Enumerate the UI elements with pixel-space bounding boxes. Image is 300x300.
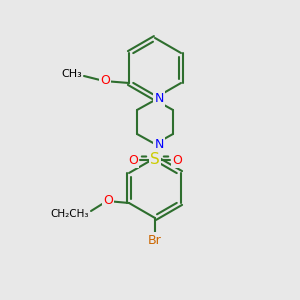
Text: CH₃: CH₃ [61,69,82,79]
Text: CH₂CH₃: CH₂CH₃ [50,209,89,219]
Text: N: N [154,92,164,106]
Text: N: N [154,137,164,151]
Text: O: O [100,74,110,88]
Text: O: O [103,194,113,208]
Text: Br: Br [148,233,162,247]
Text: O: O [172,154,182,166]
Text: S: S [150,152,160,167]
Text: O: O [128,154,138,166]
